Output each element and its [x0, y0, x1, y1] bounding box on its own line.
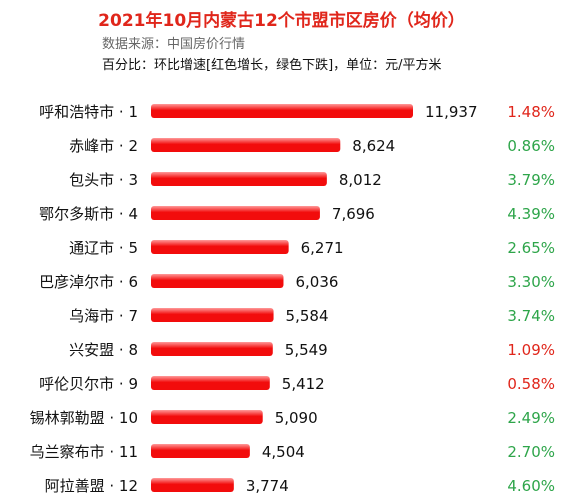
change-label: 3.30% — [507, 273, 555, 291]
bar — [151, 104, 413, 118]
value-label: 5,549 — [285, 341, 328, 359]
value-label: 6,036 — [295, 273, 338, 291]
value-label: 4,504 — [262, 443, 305, 461]
change-label: 1.48% — [507, 103, 555, 121]
category-label: 鄂尔多斯市 · 4 — [39, 205, 138, 223]
bar — [151, 478, 234, 492]
value-label: 8,624 — [352, 137, 395, 155]
bar — [151, 172, 327, 186]
bar — [151, 342, 273, 356]
change-label: 4.60% — [507, 477, 555, 495]
value-label: 5,412 — [282, 375, 325, 393]
change-label: 4.39% — [507, 205, 555, 223]
chart-note: 百分比：环比增速[红色增长，绿色下跌]，单位：元/平方米 — [102, 58, 442, 73]
value-label: 6,271 — [301, 239, 344, 257]
change-label: 2.49% — [507, 409, 555, 427]
category-label: 呼伦贝尔市 · 9 — [39, 375, 138, 393]
bar — [151, 206, 320, 220]
value-label: 3,774 — [246, 477, 289, 495]
bar — [151, 138, 341, 152]
change-label: 3.74% — [507, 307, 555, 325]
category-label: 阿拉善盟 · 12 — [45, 477, 138, 495]
change-label: 2.70% — [507, 443, 555, 461]
chart-title: 2021年10月内蒙古12个市盟市区房价（均价） — [98, 11, 465, 31]
value-label: 5,090 — [275, 409, 318, 427]
bar — [151, 240, 289, 254]
category-label: 锡林郭勒盟 · 10 — [30, 409, 138, 427]
category-label: 兴安盟 · 8 — [69, 341, 138, 359]
change-label: 2.65% — [507, 239, 555, 257]
bar — [151, 376, 270, 390]
bar — [151, 274, 284, 288]
data-source: 数据来源：中国房价行情 — [102, 37, 246, 52]
category-label: 乌兰察布市 · 11 — [30, 443, 138, 461]
category-label: 通辽市 · 5 — [69, 239, 138, 257]
change-label: 3.79% — [507, 171, 555, 189]
change-label: 1.09% — [507, 341, 555, 359]
bar — [151, 444, 250, 458]
value-label: 5,584 — [286, 307, 329, 325]
category-label: 赤峰市 · 2 — [69, 137, 138, 155]
bar — [151, 308, 274, 322]
value-label: 7,696 — [332, 205, 375, 223]
category-label: 乌海市 · 7 — [69, 307, 138, 325]
category-label: 呼和浩特市 · 1 — [39, 103, 138, 121]
change-label: 0.58% — [507, 375, 555, 393]
category-label: 巴彦淖尔市 · 6 — [39, 273, 138, 291]
category-label: 包头市 · 3 — [69, 171, 138, 189]
value-label: 11,937 — [425, 103, 478, 121]
change-label: 0.86% — [507, 137, 555, 155]
value-label: 8,012 — [339, 171, 382, 189]
bar — [151, 410, 263, 424]
